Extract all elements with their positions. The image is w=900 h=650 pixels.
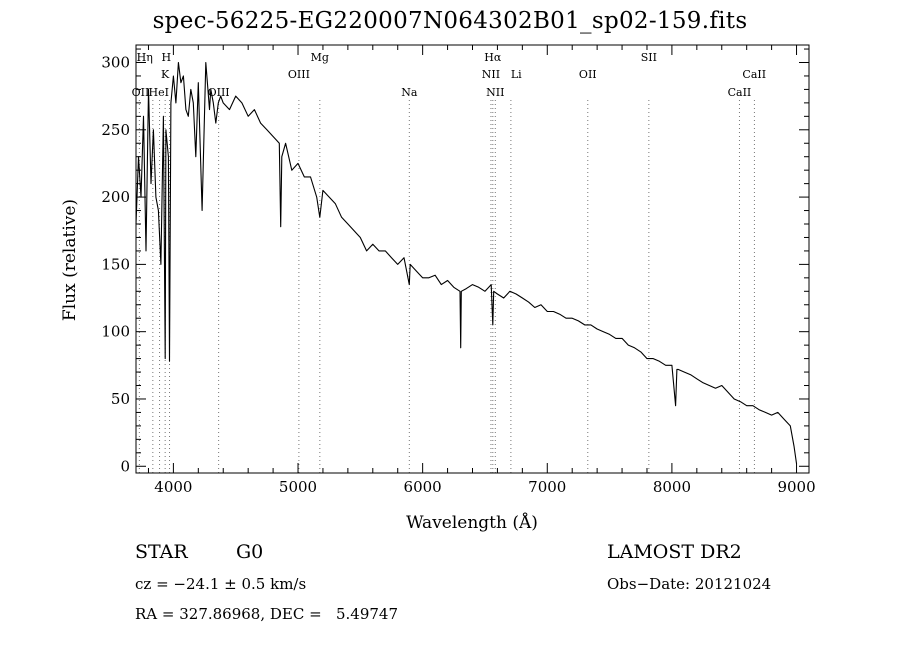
line-marker-label: H xyxy=(162,51,172,64)
object-class: STAR xyxy=(135,541,188,563)
line-marker-label: Mg xyxy=(311,51,329,64)
line-marker-label: K xyxy=(161,68,170,81)
line-marker-label: Na xyxy=(401,86,418,99)
line-marker-label: NII xyxy=(486,86,504,99)
y-tick-label: 0 xyxy=(120,457,130,475)
obs-date-text: Obs−Date: 20121024 xyxy=(607,575,772,593)
y-axis-label: Flux (relative) xyxy=(60,199,80,321)
x-tick-label: 4000 xyxy=(154,478,192,496)
chart-title: spec-56225-EG220007N064302B01_sp02-159.f… xyxy=(152,8,748,34)
object-subclass: G0 xyxy=(236,541,264,563)
y-tick-label: 300 xyxy=(101,53,130,71)
line-marker-label: Hα xyxy=(484,51,502,64)
y-tick-label: 200 xyxy=(101,188,130,206)
line-marker-label: CaII xyxy=(742,68,766,81)
x-tick-label: 8000 xyxy=(653,478,691,496)
line-marker-label: OII xyxy=(132,86,150,99)
survey-name: LAMOST DR2 xyxy=(607,541,742,563)
line-marker-label: Hη xyxy=(137,51,153,64)
x-tick-label: 9000 xyxy=(777,478,815,496)
spectrum-line xyxy=(135,61,798,464)
spectrum-series xyxy=(135,61,798,464)
redshift-text: cz = −24.1 ± 0.5 km/s xyxy=(135,575,307,593)
line-marker-label: OII xyxy=(579,68,597,81)
y-tick-label: 150 xyxy=(101,255,130,273)
line-marker-label: OIII xyxy=(288,68,310,81)
y-tick-label: 250 xyxy=(101,121,130,139)
axis-ticks: 4000 5000 6000 7000 8000 9000 0 50 100 150 200 250 3… xyxy=(101,45,816,496)
line-marker-label: NII xyxy=(482,68,500,81)
x-tick-label: 6000 xyxy=(404,478,442,496)
line-marker-label: CaII xyxy=(728,86,752,99)
y-tick-label: 100 xyxy=(101,323,130,341)
coordinates-text: RA = 327.86968, DEC = 5.49747 xyxy=(135,605,399,623)
line-marker-label: SII xyxy=(641,51,657,64)
plot-frame xyxy=(135,44,810,474)
x-tick-label: 5000 xyxy=(279,478,317,496)
y-tick-label: 50 xyxy=(111,390,130,408)
line-marker-label: OIII xyxy=(208,86,230,99)
line-marker-label: HeI xyxy=(149,86,169,99)
x-axis-label: Wavelength (Å) xyxy=(406,512,538,533)
x-tick-label: 7000 xyxy=(528,478,566,496)
line-marker-label: Li xyxy=(511,68,522,81)
